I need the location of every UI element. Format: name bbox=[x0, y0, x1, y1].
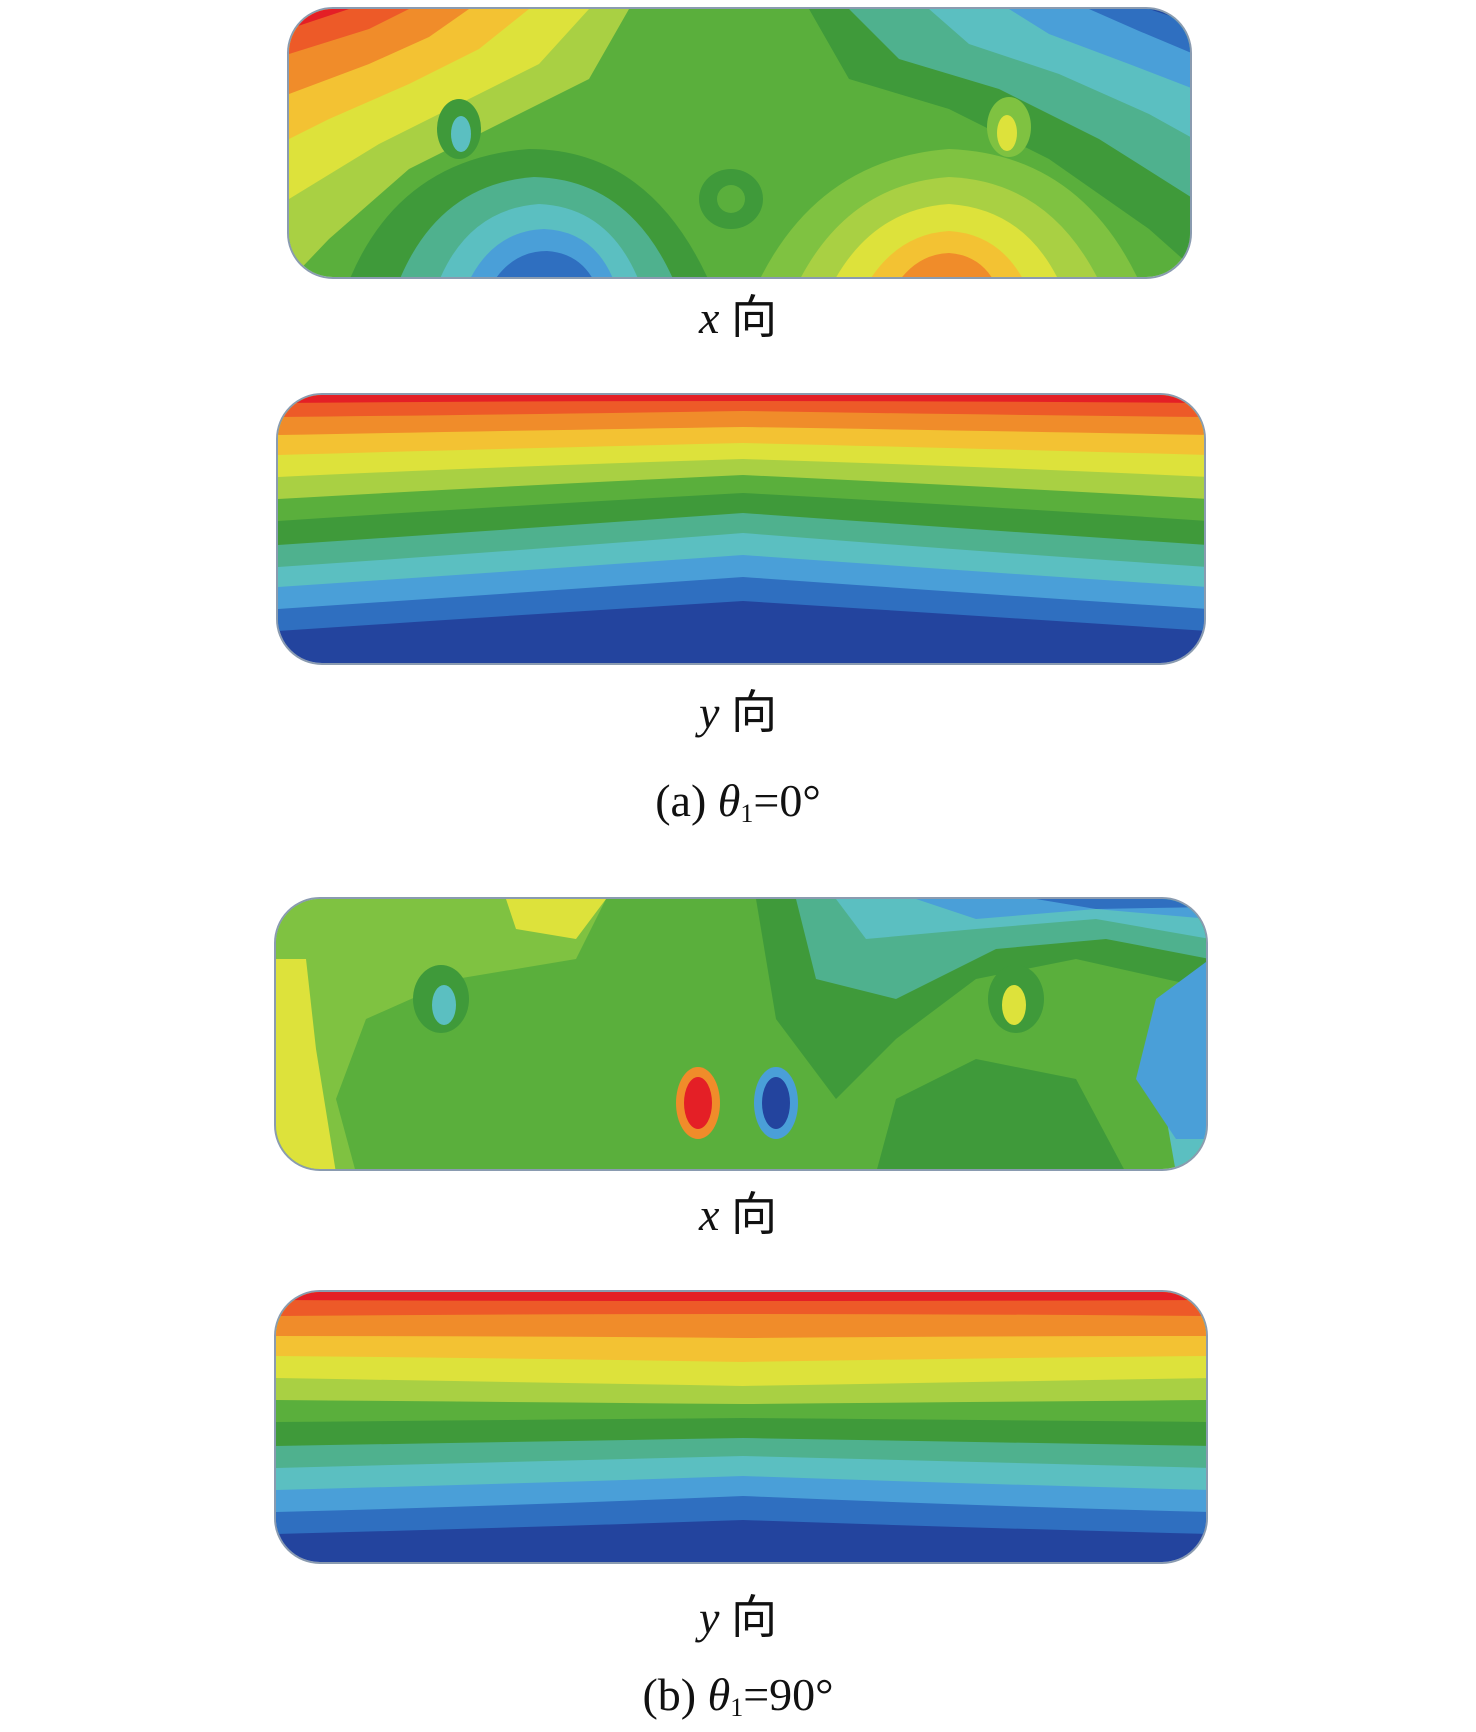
axis-suffix: 向 bbox=[730, 1189, 777, 1240]
caption-prefix: (b) bbox=[642, 1669, 708, 1720]
axis-symbol: x bbox=[699, 1189, 720, 1240]
axis-symbol: x bbox=[699, 292, 720, 343]
axis-suffix: 向 bbox=[730, 1592, 777, 1643]
axis-symbol: y bbox=[699, 1592, 720, 1643]
axis-suffix: 向 bbox=[730, 292, 777, 343]
caption-value: =90° bbox=[743, 1669, 834, 1720]
contour-map-b-x bbox=[274, 897, 1208, 1171]
caption-value: =0° bbox=[753, 775, 821, 826]
caption-prefix: (a) bbox=[655, 775, 718, 826]
caption-subscript: 1 bbox=[740, 799, 754, 828]
caption-a: (a) θ1=0° bbox=[0, 778, 1476, 827]
panel-b-y-label: y 向 bbox=[0, 1595, 1476, 1641]
caption-b: (b) θ1=90° bbox=[0, 1672, 1476, 1721]
contour-map-a-y bbox=[276, 393, 1206, 665]
panel-b-x-label: x 向 bbox=[0, 1192, 1476, 1238]
panel-a-x-label: x 向 bbox=[0, 295, 1476, 341]
caption-subscript: 1 bbox=[730, 1693, 744, 1722]
caption-symbol: θ bbox=[707, 1669, 731, 1720]
axis-symbol: y bbox=[699, 687, 720, 738]
panel-a-y-label: y 向 bbox=[0, 690, 1476, 736]
caption-symbol: θ bbox=[717, 775, 741, 826]
contour-map-b-y bbox=[274, 1290, 1208, 1564]
axis-suffix: 向 bbox=[730, 687, 777, 738]
contour-map-a-x bbox=[287, 7, 1192, 279]
